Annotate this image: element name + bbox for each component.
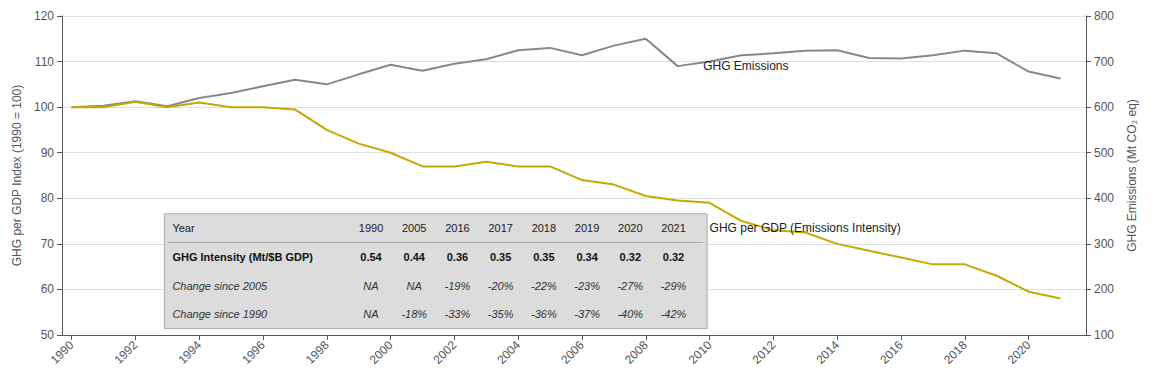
svg-text:60: 60 [41, 282, 55, 296]
svg-text:200: 200 [1094, 282, 1114, 296]
svg-text:NA: NA [363, 280, 378, 292]
svg-text:-33%: -33% [445, 308, 471, 320]
svg-text:1994: 1994 [175, 338, 204, 367]
svg-text:2004: 2004 [494, 338, 523, 367]
svg-text:2010: 2010 [686, 338, 715, 367]
svg-text:0.34: 0.34 [576, 251, 598, 263]
svg-text:-37%: -37% [574, 308, 600, 320]
svg-text:2016: 2016 [445, 222, 469, 234]
svg-text:0.32: 0.32 [620, 251, 641, 263]
svg-text:2017: 2017 [488, 222, 512, 234]
svg-text:110: 110 [35, 55, 54, 69]
svg-text:-42%: -42% [661, 308, 687, 320]
svg-text:Change since 1990: Change since 1990 [172, 308, 268, 320]
svg-text:Change since 2005: Change since 2005 [172, 280, 268, 292]
svg-text:GHG per GDP (Emissions Intensi: GHG per GDP (Emissions Intensity) [710, 221, 901, 235]
svg-text:500: 500 [1094, 146, 1114, 160]
svg-text:90: 90 [41, 146, 55, 160]
svg-text:0.36: 0.36 [447, 251, 468, 263]
svg-text:NA: NA [407, 280, 422, 292]
svg-text:120: 120 [34, 9, 54, 23]
svg-text:-22%: -22% [531, 280, 557, 292]
svg-text:800: 800 [1094, 9, 1114, 23]
svg-text:2000: 2000 [367, 338, 396, 367]
svg-text:0.35: 0.35 [533, 251, 554, 263]
svg-text:70: 70 [41, 237, 55, 251]
svg-text:100: 100 [1094, 328, 1114, 342]
svg-text:GHG per GDP Index (1990 = 100): GHG per GDP Index (1990 = 100) [10, 85, 24, 267]
svg-text:-23%: -23% [574, 280, 600, 292]
svg-text:2014: 2014 [813, 338, 842, 367]
svg-text:-29%: -29% [661, 280, 687, 292]
svg-text:2021: 2021 [661, 222, 685, 234]
svg-text:700: 700 [1094, 55, 1114, 69]
svg-text:-40%: -40% [617, 308, 643, 320]
svg-text:400: 400 [1094, 191, 1114, 205]
svg-text:50: 50 [41, 328, 55, 342]
svg-text:-19%: -19% [445, 280, 471, 292]
svg-text:0.35: 0.35 [490, 251, 511, 263]
svg-text:-20%: -20% [488, 280, 514, 292]
svg-text:2018: 2018 [532, 222, 556, 234]
svg-text:2008: 2008 [622, 338, 651, 367]
svg-text:NA: NA [363, 308, 378, 320]
svg-text:1992: 1992 [112, 338, 141, 367]
svg-text:GHG Emissions: GHG Emissions [703, 59, 788, 73]
svg-text:600: 600 [1094, 100, 1114, 114]
svg-text:2002: 2002 [431, 338, 460, 367]
svg-text:0.54: 0.54 [360, 251, 382, 263]
svg-text:80: 80 [41, 191, 55, 205]
svg-text:2006: 2006 [558, 338, 587, 367]
svg-text:-35%: -35% [488, 308, 514, 320]
svg-text:-18%: -18% [401, 308, 427, 320]
svg-text:2020: 2020 [618, 222, 642, 234]
svg-text:1990: 1990 [48, 338, 77, 367]
svg-text:1990: 1990 [359, 222, 383, 234]
svg-text:100: 100 [34, 100, 54, 114]
svg-text:1998: 1998 [303, 338, 332, 367]
svg-text:2020: 2020 [1005, 338, 1034, 367]
svg-text:0.44: 0.44 [404, 251, 426, 263]
svg-text:2016: 2016 [877, 338, 906, 367]
svg-text:300: 300 [1094, 237, 1114, 251]
svg-text:GHG Intensity (Mt/$B GDP): GHG Intensity (Mt/$B GDP) [172, 251, 313, 263]
svg-text:Year: Year [172, 222, 195, 234]
svg-text:-27%: -27% [617, 280, 643, 292]
svg-text:2018: 2018 [941, 338, 970, 367]
svg-text:-36%: -36% [531, 308, 557, 320]
svg-text:2005: 2005 [402, 222, 426, 234]
svg-text:GHG Emissions (Mt CO₂ eq): GHG Emissions (Mt CO₂ eq) [1125, 99, 1139, 252]
svg-text:2019: 2019 [575, 222, 599, 234]
svg-text:1996: 1996 [239, 338, 268, 367]
svg-text:0.32: 0.32 [663, 251, 684, 263]
svg-text:2012: 2012 [750, 338, 779, 367]
